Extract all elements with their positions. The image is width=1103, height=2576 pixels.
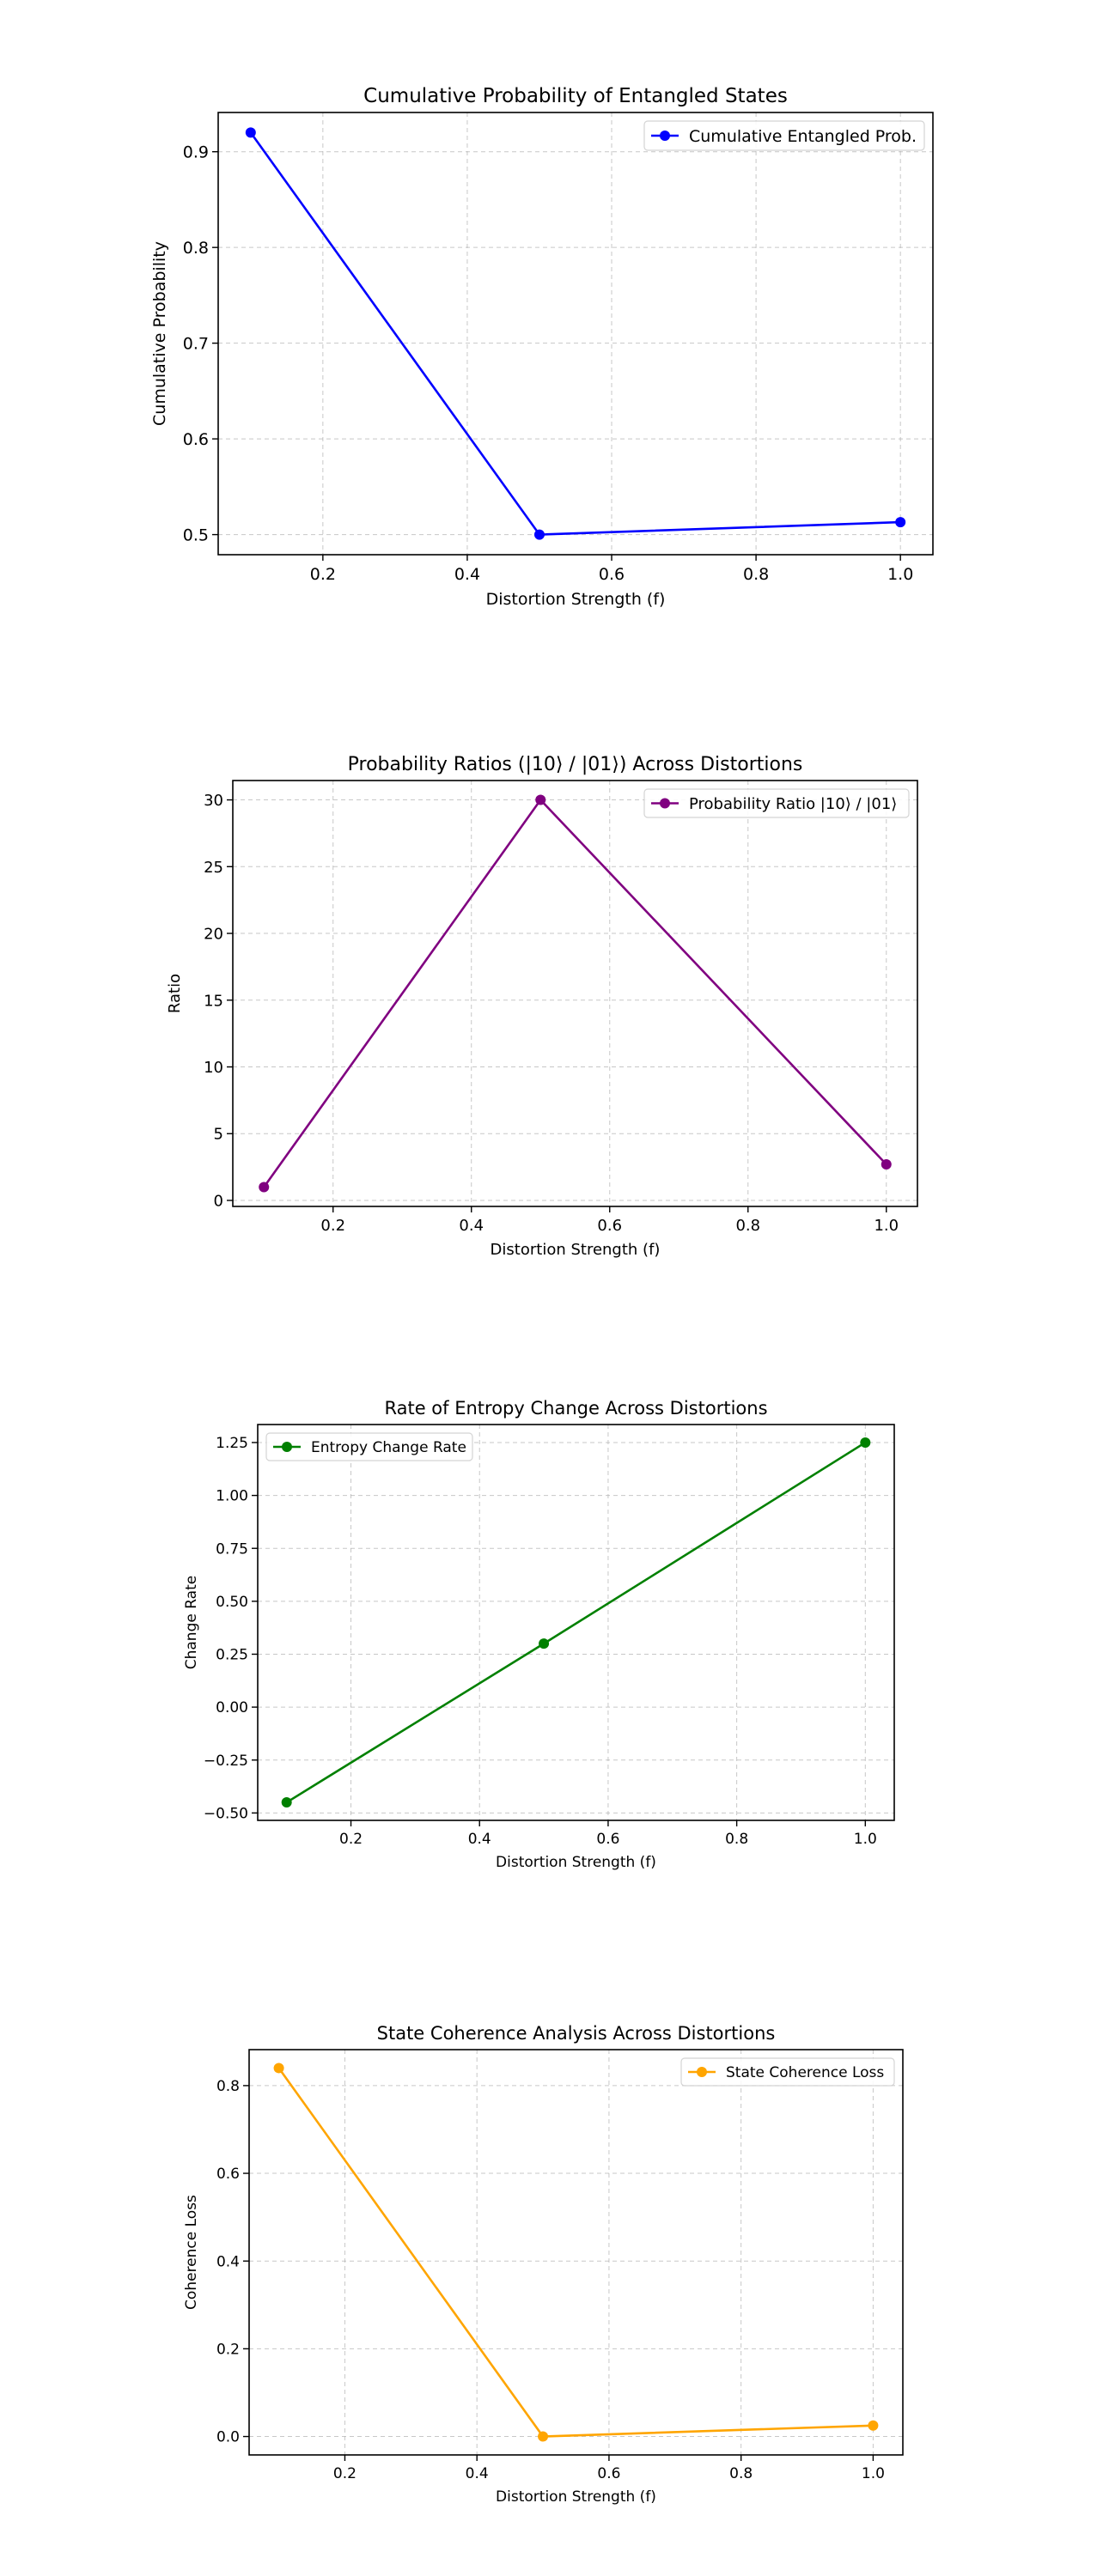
legend-marker xyxy=(660,798,670,809)
x-axis-label: Distortion Strength (f) xyxy=(496,1854,656,1871)
data-point xyxy=(535,794,546,805)
series-line xyxy=(263,798,887,1188)
y-tick-label: 0.8 xyxy=(216,2078,240,2095)
series-line xyxy=(285,1441,867,1804)
y-tick-label: 15 xyxy=(204,992,223,1010)
series-line xyxy=(277,2067,874,2438)
legend-label: Cumulative Entangled Prob. xyxy=(689,127,917,146)
x-tick-label: 0.8 xyxy=(735,1217,760,1235)
x-tick-label: 0.2 xyxy=(320,1217,345,1235)
y-tick-label: 0.6 xyxy=(183,430,209,449)
x-axis-label: Distortion Strength (f) xyxy=(496,2488,656,2506)
legend: Probability Ratio |10⟩ / |01⟩ xyxy=(643,788,910,818)
x-tick-label: 0.6 xyxy=(597,1217,622,1235)
legend-marker xyxy=(660,131,670,141)
axes-frame xyxy=(232,780,918,1207)
y-axis-label: Change Rate xyxy=(183,1576,200,1669)
chart-title: Cumulative Probability of Entangled Stat… xyxy=(363,85,788,107)
x-tick-label: 1.0 xyxy=(862,2465,885,2482)
chart-title: Probability Ratios (|10⟩ / |01⟩) Across … xyxy=(348,754,803,775)
y-tick-label: 0.75 xyxy=(216,1540,248,1558)
legend-box xyxy=(643,788,910,818)
x-axis-label: Distortion Strength (f) xyxy=(491,1241,661,1259)
y-tick-label: 0.5 xyxy=(183,526,209,544)
x-tick-label: 1.0 xyxy=(887,565,913,584)
data-point xyxy=(245,127,256,138)
y-tick-label: 0.2 xyxy=(216,2342,240,2359)
y-tick-label: 30 xyxy=(204,792,223,810)
y-tick-label: −0.25 xyxy=(204,1753,248,1770)
chart-4: 0.2 0.4 0.6 0.8 1.0 0.0 0.2 0.4 0.6 0.8 State Cohe… xyxy=(183,2023,904,2506)
data-point xyxy=(259,1182,270,1193)
data-point xyxy=(895,517,906,528)
chart-2: 0.2 0.4 0.6 0.8 1.0 0 5 10 15 20 25 30 Probability R… xyxy=(166,754,918,1259)
y-tick-label: 0.9 xyxy=(183,143,209,162)
legend: Cumulative Entangled Prob. xyxy=(643,120,925,151)
legend-label: State Coherence Loss xyxy=(726,2064,884,2081)
data-point xyxy=(533,529,545,540)
legend: State Coherence Loss xyxy=(680,2057,895,2087)
chart-1: 0.2 0.4 0.6 0.8 1.0 0.5 0.6 0.7 0.8 0.9 Cumulative… xyxy=(150,85,934,609)
axes-frame xyxy=(217,112,934,556)
x-tick-label: 0.4 xyxy=(466,2465,489,2482)
y-axis-label: Ratio xyxy=(166,974,184,1013)
data-point xyxy=(860,1437,871,1448)
y-tick-label: 0.0 xyxy=(216,2429,240,2446)
chart-title: Rate of Entropy Change Across Distortion… xyxy=(384,1398,767,1419)
chart-title: State Coherence Analysis Across Distorti… xyxy=(377,2023,776,2044)
legend-marker xyxy=(697,2067,707,2077)
legend-box xyxy=(265,1432,473,1461)
y-axis-label: Coherence Loss xyxy=(183,2195,200,2310)
legend-marker xyxy=(282,1442,292,1452)
x-tick-label: 1.0 xyxy=(874,1217,899,1235)
y-tick-label: 0.8 xyxy=(183,239,209,258)
y-tick-label: 0.00 xyxy=(216,1699,248,1716)
x-tick-label: 0.6 xyxy=(596,1831,619,1848)
y-tick-label: 0.6 xyxy=(216,2166,240,2183)
x-tick-label: 0.8 xyxy=(725,1831,748,1848)
x-tick-label: 0.4 xyxy=(459,1217,484,1235)
x-tick-label: 0.4 xyxy=(468,1831,491,1848)
series-line xyxy=(249,131,901,536)
chart-3: 0.2 0.4 0.6 0.8 1.0 −0.50 −0.25 0.00 0.25 0.50 0.7… xyxy=(183,1398,895,1871)
legend-label: Probability Ratio |10⟩ / |01⟩ xyxy=(689,795,897,813)
y-tick-label: 0.25 xyxy=(216,1647,248,1664)
legend-box xyxy=(643,120,925,151)
y-tick-label: 5 xyxy=(214,1126,223,1144)
x-tick-label: 1.0 xyxy=(854,1831,877,1848)
y-tick-label: 1.00 xyxy=(216,1488,248,1505)
axes-frame xyxy=(257,1424,895,1821)
data-point xyxy=(881,1159,892,1170)
y-tick-label: 0.7 xyxy=(183,334,209,353)
legend-label: Entropy Change Rate xyxy=(311,1439,466,1456)
legend: Entropy Change Rate xyxy=(265,1432,473,1461)
x-tick-label: 0.2 xyxy=(310,565,336,584)
x-axis-label: Distortion Strength (f) xyxy=(486,590,666,609)
y-tick-label: 25 xyxy=(204,859,223,877)
y-tick-label: 10 xyxy=(204,1059,223,1077)
data-point xyxy=(281,1797,292,1808)
x-tick-label: 0.8 xyxy=(729,2465,753,2482)
x-tick-label: 0.6 xyxy=(597,2465,620,2482)
y-tick-label: 1.25 xyxy=(216,1435,248,1452)
x-tick-label: 0.2 xyxy=(333,2465,356,2482)
y-tick-label: 0.50 xyxy=(216,1594,248,1611)
y-tick-label: −0.50 xyxy=(204,1805,248,1822)
x-tick-label: 0.2 xyxy=(339,1831,363,1848)
y-tick-label: 0 xyxy=(214,1192,223,1210)
x-tick-label: 0.6 xyxy=(599,565,625,584)
x-tick-label: 0.4 xyxy=(454,565,480,584)
y-tick-label: 20 xyxy=(204,926,223,944)
data-point xyxy=(273,2063,284,2074)
axes-frame xyxy=(248,2049,904,2456)
data-point xyxy=(868,2420,879,2431)
y-tick-label: 0.4 xyxy=(216,2253,240,2270)
y-axis-label: Cumulative Probability xyxy=(150,241,169,426)
legend-box xyxy=(680,2057,895,2087)
data-point xyxy=(538,2431,549,2442)
data-point xyxy=(539,1638,550,1649)
x-tick-label: 0.8 xyxy=(743,565,769,584)
